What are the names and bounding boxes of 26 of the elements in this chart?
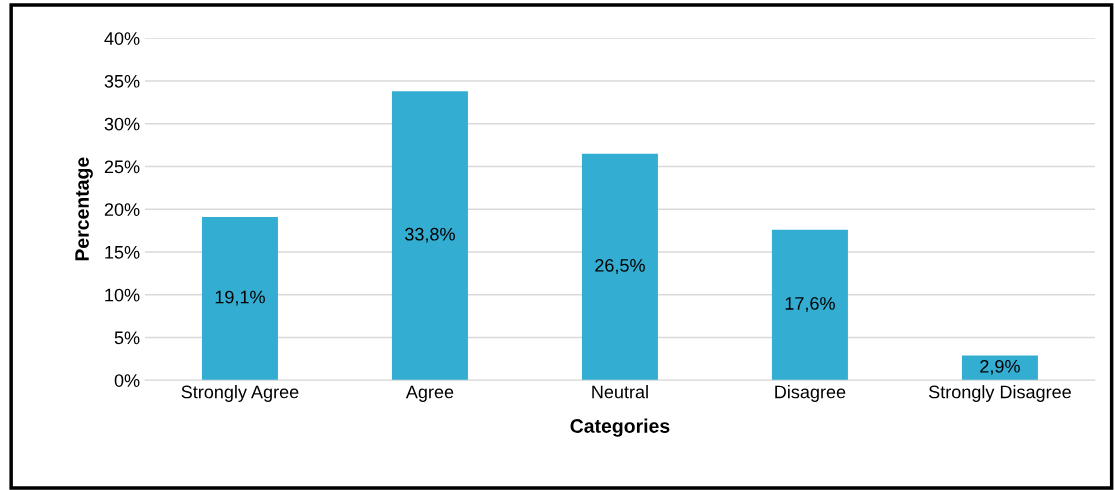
- data-label: 26,5%: [595, 259, 645, 274]
- bar: [391, 91, 468, 381]
- data-label: 19,1%: [215, 290, 265, 306]
- x-tick-label: Strongly Agree: [181, 385, 299, 402]
- y-tick-label: 5%: [114, 331, 140, 345]
- bar: [581, 153, 658, 381]
- data-label: 17,6%: [785, 297, 835, 312]
- bar: [961, 355, 1038, 381]
- x-tick-label: Neutral: [592, 385, 648, 399]
- y-tick-label: 30%: [104, 117, 140, 131]
- y-tick-label: 0%: [114, 374, 140, 387]
- data-label: 33,8%: [405, 227, 455, 243]
- y-tick-label: 15%: [105, 246, 140, 259]
- x-tick-label: Strongly Disagree: [929, 385, 1071, 402]
- data-label: 2,9%: [980, 359, 1020, 375]
- x-tick-label: Agree: [405, 385, 454, 402]
- bar: [201, 216, 278, 381]
- y-tick-label: 35%: [104, 74, 140, 88]
- y-tick-label: 20%: [104, 203, 140, 216]
- x-tick-label: Disagree: [775, 385, 846, 402]
- y-axis-title: Percentage: [75, 157, 93, 261]
- y-tick-label: 40%: [104, 32, 140, 45]
- y-tick-label: 10%: [105, 288, 140, 302]
- y-tick-label: 25%: [104, 160, 140, 174]
- x-axis-title: Categories: [570, 418, 670, 437]
- bar: [771, 229, 848, 381]
